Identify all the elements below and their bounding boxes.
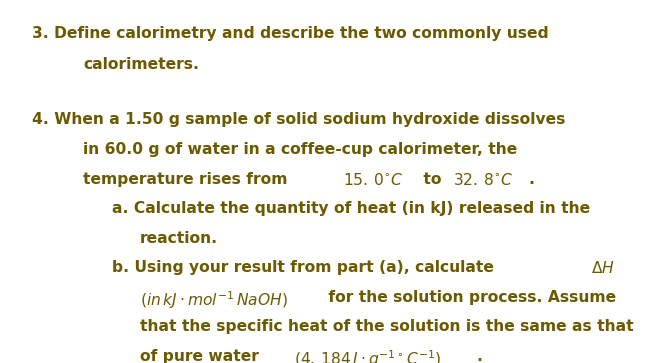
Text: of pure water: of pure water <box>140 349 264 363</box>
Text: $(4.\,184\,J \cdot g^{-1\circ}C^{-1})$: $(4.\,184\,J \cdot g^{-1\circ}C^{-1})$ <box>294 349 442 363</box>
Text: $15.\,0^{\circ}C$: $15.\,0^{\circ}C$ <box>343 172 403 188</box>
Text: .: . <box>528 172 534 187</box>
Text: 3. Define calorimetry and describe the two commonly used: 3. Define calorimetry and describe the t… <box>32 26 549 41</box>
Text: $32.\,8^{\circ}C$: $32.\,8^{\circ}C$ <box>453 172 514 188</box>
Text: .: . <box>477 349 483 363</box>
Text: calorimeters.: calorimeters. <box>83 57 199 72</box>
Text: $\Delta H$: $\Delta H$ <box>592 260 615 276</box>
Text: b. Using your result from part (a), calculate: b. Using your result from part (a), calc… <box>112 260 499 275</box>
Text: reaction.: reaction. <box>140 231 218 246</box>
Text: that the specific heat of the solution is the same as that: that the specific heat of the solution i… <box>140 319 634 334</box>
Text: 4. When a 1.50 g sample of solid sodium hydroxide dissolves: 4. When a 1.50 g sample of solid sodium … <box>32 112 566 127</box>
Text: temperature rises from: temperature rises from <box>83 172 293 187</box>
Text: a. Calculate the quantity of heat (in kJ) released in the: a. Calculate the quantity of heat (in kJ… <box>112 201 590 216</box>
Text: $(in\,kJ \cdot mol^{-1}\,NaOH)$: $(in\,kJ \cdot mol^{-1}\,NaOH)$ <box>140 290 288 311</box>
Text: to: to <box>418 172 446 187</box>
Text: in 60.0 g of water in a coffee-cup calorimeter, the: in 60.0 g of water in a coffee-cup calor… <box>83 142 518 157</box>
Text: for the solution process. Assume: for the solution process. Assume <box>323 290 617 305</box>
